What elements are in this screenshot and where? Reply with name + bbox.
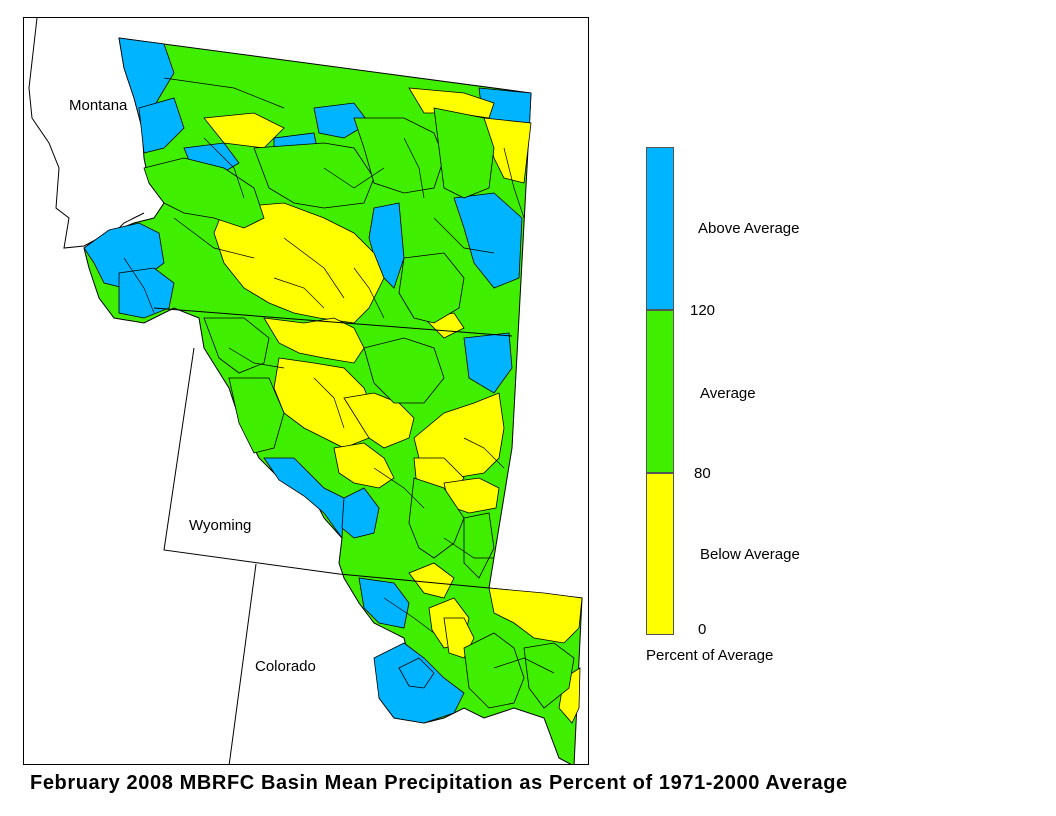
basin-boundary-15 xyxy=(463,437,505,469)
basin-below-23 xyxy=(343,392,415,449)
basin-below-24 xyxy=(333,442,395,489)
basin-boundary-1 xyxy=(163,77,285,109)
basin-average-37 xyxy=(433,107,495,199)
basin-above-9 xyxy=(453,192,523,289)
basin-above-4 xyxy=(118,267,175,319)
basin-below-20 xyxy=(213,202,385,324)
basin-average-40 xyxy=(408,477,465,559)
basin-average-39 xyxy=(363,337,445,404)
basin-boundary-11 xyxy=(493,657,555,674)
basin-boundary-9 xyxy=(443,537,494,559)
basin-boundary-17 xyxy=(403,137,425,199)
basin-average-38 xyxy=(398,252,465,324)
basin-above-16 xyxy=(398,657,435,689)
legend-swatch-above xyxy=(646,147,674,310)
basin-map xyxy=(28,18,583,764)
basin-average-44 xyxy=(203,317,270,374)
basin-average-35 xyxy=(253,142,375,209)
basin-above-13 xyxy=(341,487,380,539)
basin-below-29 xyxy=(408,562,455,599)
montana-outline xyxy=(28,18,145,249)
basin-above-12 xyxy=(263,457,345,540)
basin-boundary-3 xyxy=(283,237,345,299)
basin-below-17 xyxy=(408,87,495,119)
map-title: February 2008 MBRFC Basin Mean Precipita… xyxy=(30,772,848,794)
legend-label-average: Average xyxy=(700,385,756,402)
legend-tick-80: 80 xyxy=(694,465,711,482)
basin-above-6 xyxy=(313,102,370,139)
legend-label-above: Above Average xyxy=(698,220,800,237)
basin-above-11 xyxy=(463,332,513,394)
basin-boundary-10 xyxy=(383,597,435,634)
basin-average-41 xyxy=(463,512,495,579)
basin-boundary-6 xyxy=(273,277,325,309)
legend-label-below: Below Average xyxy=(700,546,800,563)
state-boundary-1 xyxy=(153,307,513,337)
basins-layer xyxy=(83,37,583,724)
basin-average-34 xyxy=(143,157,265,229)
legend-swatch-below xyxy=(646,473,674,635)
basin-boundary-12 xyxy=(123,257,155,314)
basin-boundary-8 xyxy=(373,467,425,509)
basin-below-18 xyxy=(203,112,285,149)
basin-boundary-14 xyxy=(353,267,385,319)
basin-boundary-18 xyxy=(503,147,525,219)
basin-boundary-2 xyxy=(173,217,255,259)
state-label-colorado: Colorado xyxy=(255,658,316,675)
legend-tick-0: 0 xyxy=(698,621,707,638)
basin-average-43 xyxy=(523,642,575,709)
state-label-wyoming: Wyoming xyxy=(189,517,252,534)
map-frame: Montana Wyoming Colorado xyxy=(23,17,589,765)
basin-boundary-lines xyxy=(123,77,555,674)
basin-above-14 xyxy=(358,577,410,629)
basin-average-42 xyxy=(463,632,525,709)
basin-average-45 xyxy=(228,377,285,454)
basin-above-2 xyxy=(138,97,185,154)
basin-boundary-13 xyxy=(228,347,285,369)
wyoming-outline xyxy=(163,347,340,575)
basin-below-31 xyxy=(488,587,583,644)
legend-title: Percent of Average xyxy=(646,647,774,664)
basin-boundary-4 xyxy=(323,167,385,189)
basin-boundary-5 xyxy=(433,217,495,254)
legend-tick-120: 120 xyxy=(690,302,716,319)
legend-swatch-average xyxy=(646,310,674,473)
state-label-montana: Montana xyxy=(69,97,128,114)
basin-boundary-16 xyxy=(203,137,245,199)
basin-boundary-7 xyxy=(313,377,345,429)
state-boundary-2 xyxy=(338,573,490,589)
basin-average-36 xyxy=(353,117,445,194)
colorado-outline xyxy=(228,563,257,764)
